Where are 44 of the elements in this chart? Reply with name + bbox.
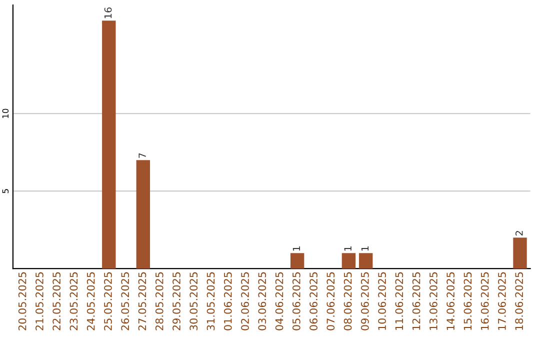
x-tick-label: 13.06.2025	[429, 272, 438, 330]
x-tick-label: 12.06.2025	[412, 272, 420, 330]
x-tick-label: 27.05.2025	[138, 272, 146, 330]
bar	[102, 20, 116, 269]
x-tick-label: 29.05.2025	[172, 272, 180, 330]
x-tick-label: 22.05.2025	[52, 272, 61, 330]
x-tick-label: 23.05.2025	[70, 272, 78, 330]
x-tick-label: 31.05.2025	[206, 272, 215, 330]
data-label: 2	[515, 231, 523, 236]
data-label: 1	[292, 246, 300, 251]
bar	[358, 253, 373, 269]
x-tick-label: 09.06.2025	[360, 272, 369, 330]
x-tick-label: 24.05.2025	[86, 272, 95, 330]
x-tick-label: 08.06.2025	[344, 272, 352, 330]
y-tick-label: 10	[2, 108, 9, 118]
bar	[342, 253, 356, 269]
x-tick-label: 15.06.2025	[464, 272, 472, 330]
x-tick-label: 10.06.2025	[378, 272, 386, 330]
x-tick-label: 18.06.2025	[515, 272, 524, 330]
x-tick-label: 26.05.2025	[121, 272, 130, 330]
data-label: 1	[361, 246, 369, 251]
x-tick-label: 28.05.2025	[155, 272, 164, 330]
x-tick-label: 01.06.2025	[224, 272, 232, 330]
x-tick-label: 03.06.2025	[258, 272, 266, 330]
x-tick-label: 17.06.2025	[498, 272, 506, 330]
x-tick-label: 14.06.2025	[446, 272, 455, 330]
x-tick-label: 07.06.2025	[326, 272, 335, 330]
x-tick-label: 16.06.2025	[480, 272, 489, 330]
data-label: 7	[138, 153, 146, 158]
x-tick-label: 02.06.2025	[241, 272, 249, 330]
x-tick-label: 05.06.2025	[292, 272, 300, 330]
y-tick-label: 5	[2, 189, 9, 194]
x-tick-label: 06.06.2025	[310, 272, 318, 330]
x-tick-label: 21.05.2025	[36, 272, 44, 330]
x-tick-label: 30.05.2025	[190, 272, 198, 330]
bar	[136, 160, 150, 269]
x-tick-label: 20.05.2025	[18, 272, 26, 330]
x-tick-label: 04.06.2025	[275, 272, 284, 330]
data-label: 16	[104, 7, 112, 18]
x-tick-label: 25.05.2025	[104, 272, 112, 330]
x-tick-label: 11.06.2025	[395, 272, 404, 330]
bar	[513, 238, 527, 269]
bar	[290, 253, 304, 269]
data-label: 1	[344, 246, 352, 251]
